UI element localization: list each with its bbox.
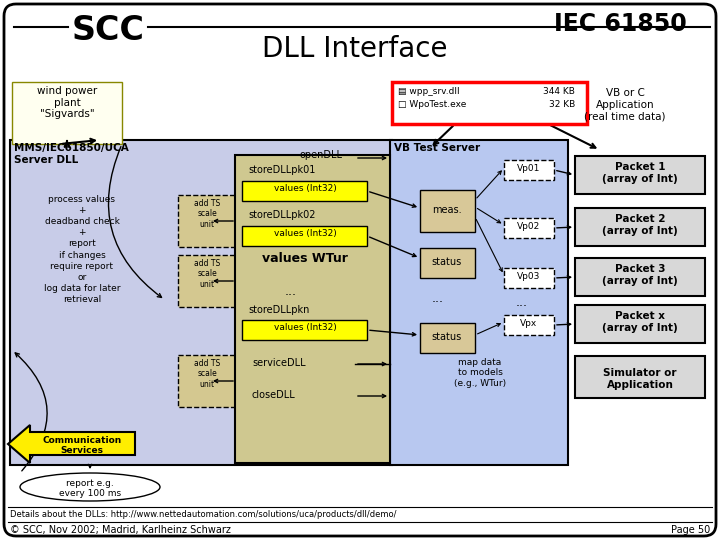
Text: Packet 1
(array of Int): Packet 1 (array of Int) [602, 162, 678, 184]
Bar [575, 156, 705, 194]
Text: status: status [432, 257, 462, 267]
Text: 32 KB: 32 KB [549, 100, 575, 109]
Text: map data
to models
(e.g., WTur): map data to models (e.g., WTur) [454, 358, 506, 388]
Text: VB or C
Application
(real time data): VB or C Application (real time data) [584, 88, 666, 121]
Text: Packet 2
(array of Int): Packet 2 (array of Int) [602, 214, 678, 235]
Text: report e.g.
every 100 ms: report e.g. every 100 ms [59, 479, 121, 498]
Text: process values
+
deadband check
+
report
if changes
require report
or
log data f: process values + deadband check + report… [44, 195, 120, 304]
Text: storeDLLpkn: storeDLLpkn [248, 305, 310, 315]
Text: add TS
scale
unit: add TS scale unit [194, 359, 220, 389]
Text: closeDLL: closeDLL [252, 390, 296, 400]
Bar [504, 218, 554, 238]
Bar [420, 323, 475, 353]
Text: VB Test Server: VB Test Server [394, 143, 480, 153]
Bar [392, 82, 587, 124]
Text: wind power
plant
"Sigvards": wind power plant "Sigvards" [37, 86, 97, 119]
Text: IEC 61850: IEC 61850 [554, 12, 686, 36]
Text: ...: ... [432, 292, 444, 305]
Text: Packet x
(array of Int): Packet x (array of Int) [602, 311, 678, 333]
Bar [242, 320, 367, 340]
Polygon shape [8, 425, 135, 463]
Text: storeDLLpk01: storeDLLpk01 [248, 165, 315, 175]
Bar [10, 140, 392, 465]
Bar [242, 226, 367, 246]
Text: Communication
Services: Communication Services [42, 436, 122, 455]
Text: values WTur: values WTur [262, 252, 348, 265]
Bar [12, 82, 122, 144]
Text: □ WpoTest.exe: □ WpoTest.exe [398, 100, 467, 109]
Bar [178, 195, 236, 247]
Text: SCC: SCC [71, 14, 145, 47]
Text: Vp03: Vp03 [517, 272, 541, 281]
Bar [504, 315, 554, 335]
Text: ▤ wpp_srv.dll: ▤ wpp_srv.dll [398, 87, 459, 96]
Text: ...: ... [516, 296, 528, 309]
Text: Vp01: Vp01 [517, 164, 541, 173]
Bar [420, 190, 475, 232]
Bar [242, 181, 367, 201]
Text: Page 50: Page 50 [671, 525, 710, 535]
Bar [178, 255, 236, 307]
Text: 344 KB: 344 KB [543, 87, 575, 96]
Text: storeDLLpk02: storeDLLpk02 [248, 210, 315, 220]
Text: add TS
scale
unit: add TS scale unit [194, 199, 220, 229]
Bar [178, 355, 236, 407]
Text: DLL Interface: DLL Interface [262, 35, 448, 63]
Text: Vp02: Vp02 [518, 222, 541, 231]
Bar [504, 268, 554, 288]
Text: MMS/IEC61850/UCA
Server DLL: MMS/IEC61850/UCA Server DLL [14, 143, 129, 165]
Text: openDLL: openDLL [300, 150, 343, 160]
Text: Simulator or
Application: Simulator or Application [603, 368, 677, 389]
Text: Packet 3
(array of Int): Packet 3 (array of Int) [602, 264, 678, 286]
Bar [575, 258, 705, 296]
Ellipse shape [20, 473, 160, 501]
Text: status: status [432, 332, 462, 342]
Bar [420, 248, 475, 278]
Text: values (Int32): values (Int32) [274, 184, 336, 193]
Bar [504, 160, 554, 180]
Text: add TS
scale
unit: add TS scale unit [194, 259, 220, 289]
Bar [575, 305, 705, 343]
Text: Vpx: Vpx [521, 319, 538, 328]
Text: ...: ... [285, 285, 297, 298]
FancyBboxPatch shape [4, 4, 716, 536]
Bar [235, 155, 390, 463]
Text: meas.: meas. [432, 205, 462, 215]
Text: Details about the DLLs: http://www.nettedautomation.com/solutions/uca/products/d: Details about the DLLs: http://www.nette… [10, 510, 397, 519]
Text: serviceDLL: serviceDLL [252, 358, 305, 368]
Text: © SCC, Nov 2002; Madrid, Karlheinz Schwarz: © SCC, Nov 2002; Madrid, Karlheinz Schwa… [10, 525, 231, 535]
Bar [390, 140, 568, 465]
Bar [575, 208, 705, 246]
Text: values (Int32): values (Int32) [274, 229, 336, 238]
Text: values (Int32): values (Int32) [274, 323, 336, 332]
Bar [575, 356, 705, 398]
